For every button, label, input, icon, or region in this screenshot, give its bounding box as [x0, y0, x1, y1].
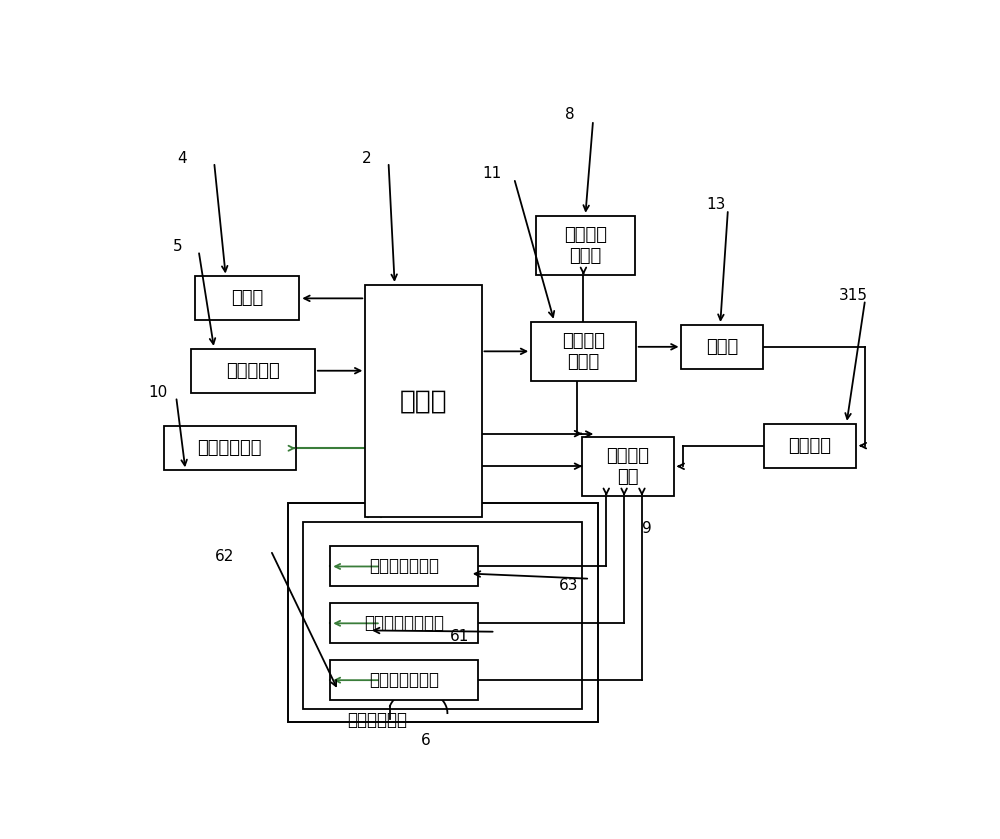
Text: 10: 10 [148, 385, 167, 400]
FancyBboxPatch shape [330, 546, 478, 586]
FancyBboxPatch shape [164, 426, 296, 470]
Text: 61: 61 [450, 629, 469, 644]
FancyBboxPatch shape [764, 424, 856, 467]
FancyBboxPatch shape [330, 660, 478, 701]
Text: 63: 63 [559, 578, 578, 592]
Text: 控制器: 控制器 [400, 388, 447, 414]
Text: 钙镁离子检测模块: 钙镁离子检测模块 [364, 614, 444, 633]
FancyBboxPatch shape [330, 603, 478, 644]
FancyBboxPatch shape [681, 325, 763, 369]
Text: 2: 2 [362, 151, 372, 166]
FancyBboxPatch shape [195, 276, 299, 320]
FancyBboxPatch shape [531, 321, 636, 381]
Text: 4: 4 [177, 151, 186, 166]
FancyBboxPatch shape [582, 436, 674, 496]
FancyBboxPatch shape [288, 503, 598, 722]
FancyBboxPatch shape [536, 216, 635, 275]
Text: 限位开关: 限位开关 [789, 436, 832, 455]
FancyBboxPatch shape [191, 349, 315, 393]
Text: 315: 315 [839, 289, 868, 303]
FancyBboxPatch shape [303, 522, 582, 709]
Text: 11: 11 [483, 165, 502, 180]
FancyBboxPatch shape [365, 284, 482, 518]
Text: 显示器: 显示器 [231, 289, 263, 307]
Text: 6: 6 [421, 732, 431, 748]
Text: 数据存储模块: 数据存储模块 [197, 440, 262, 457]
Text: 5: 5 [173, 238, 183, 253]
Text: 13: 13 [706, 196, 725, 211]
Text: 计算机传
输接口: 计算机传 输接口 [562, 332, 605, 371]
Text: 离子检测系统: 离子检测系统 [347, 711, 407, 728]
Text: 数据采集
模块: 数据采集 模块 [606, 447, 649, 486]
Text: 打印机: 打印机 [706, 338, 738, 356]
Text: 升降臂驱
动装置: 升降臂驱 动装置 [564, 226, 607, 265]
Text: 温度传感器: 温度传感器 [226, 362, 280, 380]
Text: 氯离子检测模块: 氯离子检测模块 [369, 671, 439, 689]
Text: 9: 9 [642, 521, 652, 536]
Text: 62: 62 [215, 549, 234, 564]
Text: 电导率检测模块: 电导率检测模块 [369, 557, 439, 576]
Text: 8: 8 [565, 107, 575, 122]
